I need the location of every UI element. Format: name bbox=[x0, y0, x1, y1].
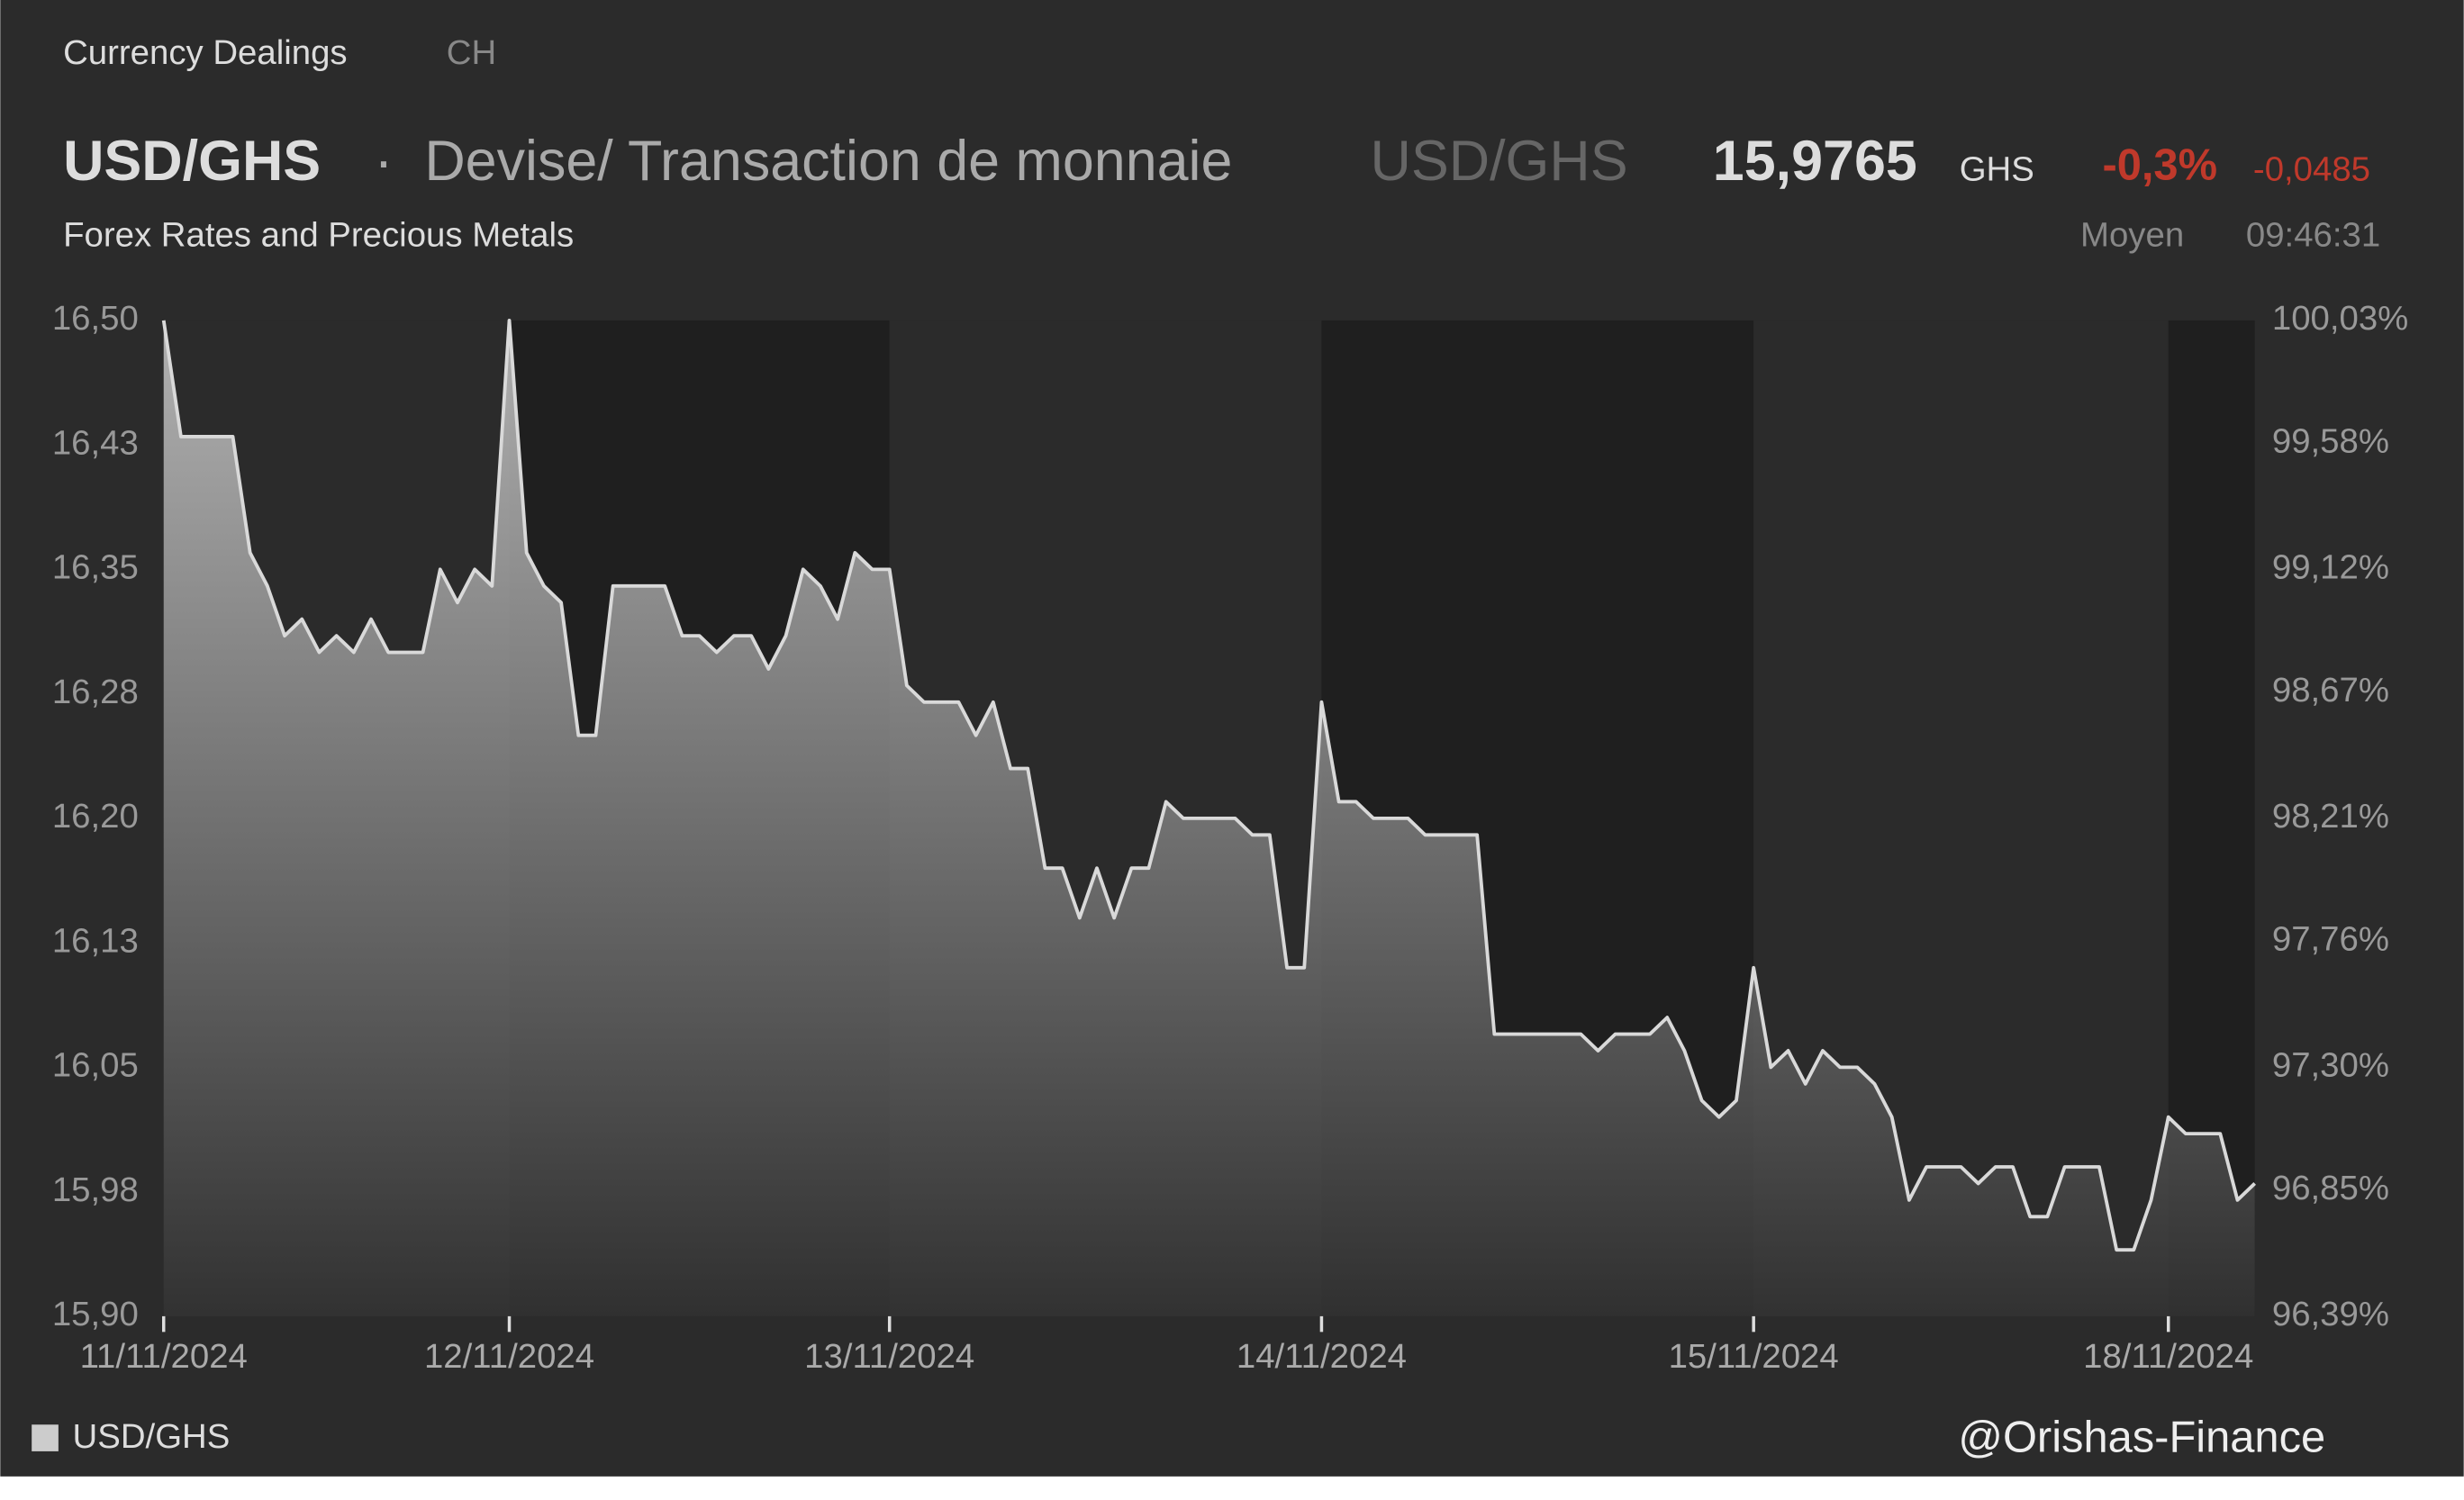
subtitle: Forex Rates and Precious Metals bbox=[63, 216, 574, 255]
y-tick-label: 16,35 bbox=[52, 548, 139, 587]
symbol-alt: USD/GHS bbox=[1371, 130, 1628, 193]
x-tick-label: 11/11/2024 bbox=[80, 1337, 248, 1376]
price-type: Moyen bbox=[2080, 216, 2184, 255]
change-abs: -0,0485 bbox=[2253, 149, 2370, 188]
x-tick-label: 15/11/2024 bbox=[1669, 1337, 1839, 1376]
legend-label[interactable]: USD/GHS bbox=[73, 1417, 231, 1456]
line bbox=[161, 318, 2257, 1252]
watermark: @Orishas-Finance bbox=[1958, 1414, 2325, 1462]
x-tick-label: 14/11/2024 bbox=[1237, 1337, 1407, 1376]
y-tick-label: 16,13 bbox=[52, 921, 139, 960]
section: Currency Dealings bbox=[63, 33, 348, 72]
y2-tick-label: 97,30% bbox=[2272, 1046, 2389, 1085]
y-tick-label: 15,98 bbox=[52, 1170, 139, 1209]
currency: GHS bbox=[1960, 149, 2034, 188]
change-pct: -0,3% bbox=[2102, 141, 2217, 190]
y2-tick-label: 100,03% bbox=[2272, 299, 2408, 338]
y-tick-label: 16,20 bbox=[52, 797, 139, 836]
y2-tick-label: 98,21% bbox=[2272, 797, 2389, 836]
legend-swatch bbox=[32, 1424, 59, 1451]
time: 09:46:31 bbox=[2246, 216, 2380, 255]
y2-tick-label: 99,58% bbox=[2272, 422, 2389, 461]
y-tick-label: 16,50 bbox=[52, 299, 139, 338]
instrument-name: Devise/ Transaction de monnaie bbox=[424, 130, 1232, 193]
y2-tick-label: 96,85% bbox=[2272, 1169, 2389, 1207]
y2-tick-label: 97,76% bbox=[2272, 920, 2389, 959]
y-tick-label: 16,05 bbox=[52, 1046, 139, 1085]
region[interactable]: CH bbox=[447, 33, 496, 72]
y2-tick-label: 96,39% bbox=[2272, 1295, 2389, 1333]
x-tick-label: 12/11/2024 bbox=[424, 1337, 594, 1376]
y2-tick-label: 98,67% bbox=[2272, 671, 2389, 709]
y-tick-label: 15,90 bbox=[52, 1295, 139, 1333]
symbol: USD/GHS bbox=[63, 130, 321, 193]
separator: · bbox=[375, 130, 394, 193]
y-tick-label: 16,28 bbox=[52, 673, 139, 711]
price: 15,9765 bbox=[1713, 130, 1917, 193]
x-tick-label: 18/11/2024 bbox=[2083, 1337, 2253, 1376]
y2-tick-label: 99,12% bbox=[2272, 548, 2389, 587]
y-tick-label: 16,43 bbox=[52, 423, 139, 462]
x-tick-label: 13/11/2024 bbox=[804, 1337, 974, 1376]
